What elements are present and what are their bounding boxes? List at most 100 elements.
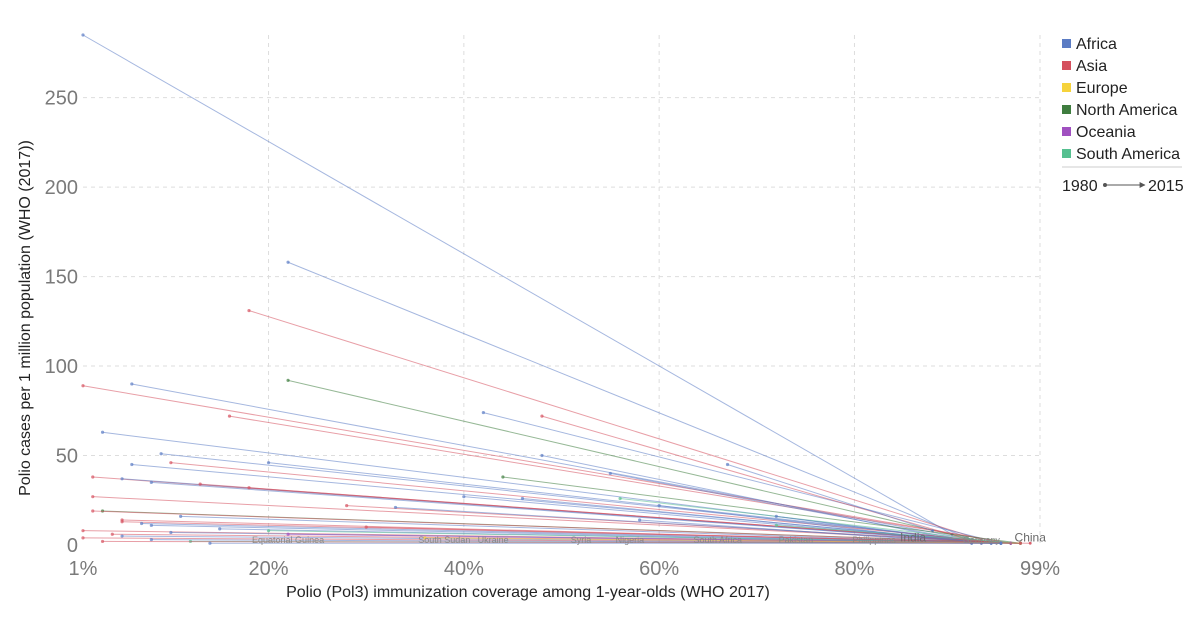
series-line-5 [82,385,1011,544]
legend-swatch-5 [1062,149,1071,158]
y-axis-title: Polio cases per 1 million population (WH… [17,140,34,496]
series-line-11 [541,455,972,544]
series-15 [725,462,934,533]
series-start-point-9 [100,430,105,434]
series-end-point-53 [999,541,1003,545]
series-start-point-49 [423,536,427,540]
series-start-point-52 [100,539,105,544]
country-label-3: Syria [571,535,592,545]
y-tick-label-0: 0 [67,535,78,557]
country-label-5: South Africa [693,535,742,545]
series-start-point-28 [345,504,349,508]
x-tick-label-0: 1% [69,558,98,580]
series-line-35 [639,519,972,544]
country-label-7: Philippines [852,535,896,545]
time-legend-end: 2015 [1148,178,1184,195]
series-start-point-46 [286,532,290,536]
series-start-point-0 [81,33,85,37]
series-end-point-52 [1019,541,1022,545]
legend: Africa Asia Europe North America Oceania Sout… [1062,36,1184,195]
series-line-2 [248,310,982,541]
series-line-32 [776,515,982,544]
series-start-point-27 [657,504,661,508]
series-start-point-22 [247,486,251,490]
series-start-point-45 [110,532,114,536]
series-start-point-14 [130,462,134,467]
x-tick-label-3: 60% [639,558,679,580]
y-tick-label-2: 100 [45,356,78,378]
series-start-point-36 [120,520,124,524]
country-label-9: Germany [963,535,1001,545]
series-lines [81,33,1032,545]
series-line-17 [502,476,1021,544]
series-line-8 [541,415,982,544]
series-line-6 [483,412,1002,544]
series-start-point-24 [462,495,466,499]
series-line-13 [170,462,1011,544]
series-start-point-44 [169,530,173,535]
series-0 [81,33,954,536]
x-tick-label-4: 80% [834,558,874,580]
x-tick-label-1: 20% [249,558,289,580]
series-line-0 [82,34,953,535]
series-line-29 [395,506,1001,544]
series-start-point-33 [179,514,183,518]
series-start-point-19 [120,477,124,481]
series-line-37 [141,523,1011,544]
series-line-3 [287,379,982,542]
y-tick-label-4: 200 [45,177,78,199]
country-label-6: Pakistan [779,535,814,545]
country-labels: Equatorial Guinea South Sudan Ukraine Syria… [252,530,1046,545]
series-start-point-5 [81,384,85,388]
series-line-33 [180,515,1001,544]
series-start-point-32 [774,514,778,518]
series-start-point-53 [208,541,212,545]
series-line-7 [229,415,1011,544]
country-label-2: Ukraine [478,535,509,545]
series-start-point-43 [266,529,271,533]
series-line-38 [776,524,1021,544]
y-tick-label-3: 150 [45,267,78,289]
time-legend-start: 1980 [1062,178,1098,195]
series-start-point-26 [618,496,622,501]
legend-label-1: Asia [1076,58,1107,75]
legend-swatch-4 [1062,127,1071,136]
country-label-8: India [900,530,926,544]
series-line-31 [92,510,1021,544]
series-start-point-1 [286,260,290,264]
series-start-point-4 [130,382,134,386]
legend-swatch-0 [1062,39,1071,48]
legend-label-5: South America [1076,146,1180,163]
series-start-point-12 [266,461,271,465]
axis-ticks: 0 50 100 150 200 250 1% 20% 40% 60% 80% 99% [45,88,1061,580]
series-start-point-37 [139,521,144,526]
y-tick-label-5: 250 [45,88,78,110]
series-line-15 [727,463,933,532]
series-line-1 [287,261,972,541]
x-axis-title: Polio (Pol3) immunization coverage among… [286,584,770,601]
series-start-point-6 [481,410,485,415]
y-tick-label-1: 50 [56,446,78,468]
series-start-point-8 [540,414,544,418]
country-label-4: Nigeria [616,535,645,545]
series-start-point-16 [608,471,612,476]
series-start-point-10 [159,452,163,456]
series-line-20 [151,481,1001,544]
series-line-27 [659,505,972,544]
country-label-0: Equatorial Guinea [252,535,324,545]
legend-swatch-2 [1062,83,1071,92]
series-start-point-42 [81,529,85,533]
legend-label-3: North America [1076,102,1177,119]
legend-label-0: Africa [1076,36,1117,53]
series-start-point-13 [169,461,173,465]
series-start-point-11 [540,453,544,458]
series-start-point-23 [91,495,95,499]
grid [83,35,1041,545]
series-start-point-18 [91,475,95,479]
series-start-point-50 [149,538,153,542]
series-start-point-48 [81,536,85,540]
series-start-point-29 [393,505,398,510]
series-53 [208,541,1003,545]
x-tick-label-2: 40% [444,558,484,580]
